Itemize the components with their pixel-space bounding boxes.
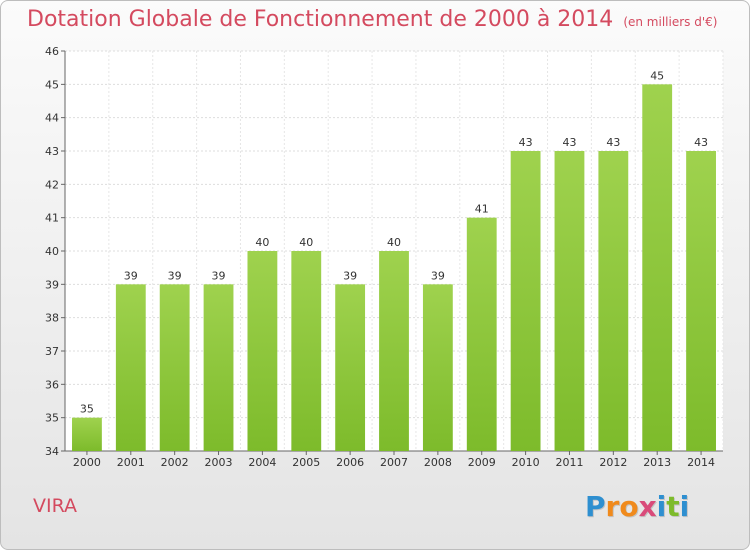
- x-tick-label: 2011: [555, 456, 583, 469]
- bar-2004: [247, 251, 278, 451]
- bar-value-label: 39: [168, 269, 182, 282]
- x-tick-label: 2013: [643, 456, 671, 469]
- y-tick-label: 43: [45, 145, 59, 158]
- x-tick-label: 2000: [73, 456, 101, 469]
- y-tick-label: 41: [45, 212, 59, 225]
- y-tick-label: 38: [45, 312, 59, 325]
- bar-value-label: 41: [475, 203, 489, 216]
- x-tick-label: 2001: [117, 456, 145, 469]
- y-tick-label: 44: [45, 112, 59, 125]
- bar-2003: [203, 284, 234, 451]
- bar-value-label: 43: [694, 136, 708, 149]
- bar-value-label: 43: [519, 136, 533, 149]
- x-tick-label: 2005: [292, 456, 320, 469]
- logo-letter: P: [585, 490, 606, 523]
- bars: [72, 84, 716, 451]
- y-tick-label: 40: [45, 245, 59, 258]
- bar-2012: [598, 151, 629, 451]
- bar-2000: [72, 417, 102, 451]
- logo-letter: o: [619, 490, 639, 523]
- labels: 35 39 39 39 40 40 39 40 39 41 43 43 43 45 43: [80, 69, 708, 415]
- logo-letter: i: [656, 490, 667, 523]
- y-tick-label: 37: [45, 345, 59, 358]
- x-tick-label: 2006: [336, 456, 364, 469]
- bar-value-label: 40: [255, 236, 269, 249]
- chart-title: Dotation Globale de Fonctionnement de 20…: [27, 7, 718, 32]
- bar-value-label: 39: [124, 269, 138, 282]
- bar-value-label: 40: [387, 236, 401, 249]
- logo-letter: r: [605, 490, 620, 523]
- x-tick-label: 2009: [468, 456, 496, 469]
- bar-value-label: 43: [606, 136, 620, 149]
- bar-2005: [291, 251, 322, 451]
- y-tick-label: 45: [45, 78, 59, 91]
- bar-2014: [686, 151, 716, 451]
- x-tick-label: 2003: [205, 456, 233, 469]
- bar-value-label: 39: [343, 269, 357, 282]
- location-name: VIRA: [33, 495, 78, 517]
- x-tick-label: 2010: [512, 456, 540, 469]
- y-tick-label: 35: [45, 412, 59, 425]
- bar-2007: [379, 251, 409, 451]
- proxiti-logo: Proxiti: [585, 490, 689, 523]
- bar-2001: [115, 284, 146, 451]
- logo-letter: i: [679, 490, 690, 523]
- bar-2013: [642, 84, 673, 451]
- bar-value-label: 45: [650, 69, 664, 82]
- x-tick-label: 2014: [687, 456, 715, 469]
- axes: 34 35 36 37 38 39 40 41 42 43 44 45 46 2000 2001 2002 20…: [45, 45, 723, 469]
- x-tick-label: 2002: [161, 456, 189, 469]
- bar-2006: [335, 284, 366, 451]
- y-tick-label: 36: [45, 378, 59, 391]
- y-tick-label: 42: [45, 178, 59, 191]
- bar-2009: [466, 217, 497, 451]
- bar-value-label: 39: [431, 269, 445, 282]
- bar-value-label: 35: [80, 403, 94, 416]
- bar-value-label: 40: [299, 236, 313, 249]
- bar-2011: [554, 151, 585, 451]
- bar-2010: [510, 151, 541, 451]
- bar-value-label: 43: [562, 136, 576, 149]
- x-tick-label: 2007: [380, 456, 408, 469]
- logo-letter: x: [638, 490, 657, 523]
- y-tick-label: 34: [45, 445, 59, 458]
- x-tick-label: 2004: [248, 456, 276, 469]
- logo-letter: t: [666, 490, 680, 523]
- bar-2002: [159, 284, 190, 451]
- x-tick-label: 2008: [424, 456, 452, 469]
- bar-value-label: 39: [212, 269, 226, 282]
- bar-2008: [422, 284, 453, 451]
- y-tick-label: 46: [45, 45, 59, 58]
- chart-subtitle: (en milliers d'€): [623, 15, 718, 29]
- x-tick-label: 2012: [599, 456, 627, 469]
- y-tick-label: 39: [45, 278, 59, 291]
